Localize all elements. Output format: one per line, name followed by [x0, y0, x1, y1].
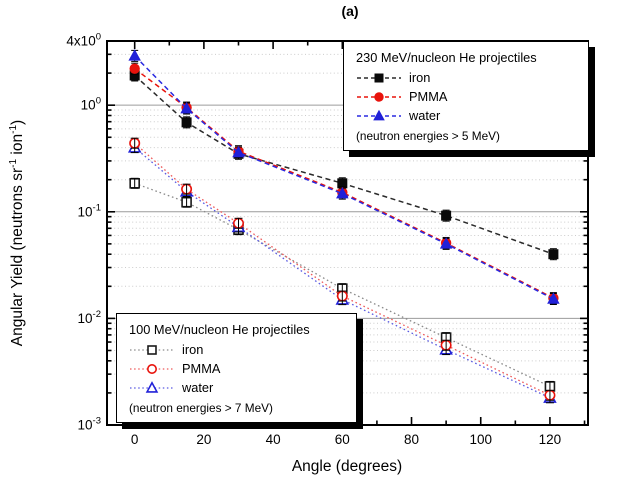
legend-100-note: (neutron energies > 7 MeV): [129, 401, 273, 415]
legend-100-entries: iron PMMA water: [129, 340, 348, 397]
legend-entry-label: iron: [182, 342, 204, 357]
svg-text:100: 100: [81, 96, 101, 113]
legend-230-entries: iron PMMA water: [356, 68, 580, 125]
legend-230mev: 230 MeV/nucleon He projectiles iron PMMA w…: [343, 41, 589, 151]
tick-labels: 0 20 40 60 80 100 120 4x100 100 10-1 10-2 10-3: [66, 32, 561, 448]
y-axis-title: Angular Yield (neutrons sr-1 ion-1): [8, 119, 27, 347]
iron-filled-square-icon: [357, 73, 401, 82]
legend-entry-pmma-230: PMMA: [356, 87, 580, 106]
legend-100mev: 100 MeV/nucleon He projectiles iron PMMA w…: [116, 313, 357, 423]
svg-text:40: 40: [266, 432, 281, 447]
legend-230-title: 230 MeV/nucleon He projectiles: [356, 50, 537, 65]
legend-entry-iron-100: iron: [129, 340, 348, 359]
pmma-open-circle-icon: [130, 363, 174, 374]
svg-text:10-2: 10-2: [78, 309, 101, 326]
svg-text:10-3: 10-3: [78, 416, 101, 433]
svg-text:4x100: 4x100: [66, 32, 101, 49]
svg-text:100: 100: [469, 432, 492, 447]
legend-entry-water-230: water: [356, 106, 580, 125]
legend-entry-iron-230: iron: [356, 68, 580, 87]
legend-230-note: (neutron energies > 5 MeV): [356, 129, 500, 143]
legend-entry-label: water: [182, 380, 214, 395]
x-axis-title: Angle (degrees): [291, 458, 403, 475]
series-filled-triangle: [128, 49, 560, 306]
svg-text:10-1: 10-1: [78, 202, 101, 219]
legend-entry-label: water: [409, 108, 441, 123]
svg-text:60: 60: [335, 432, 350, 447]
water-filled-triangle-icon: [357, 109, 401, 120]
legend-entry-label: iron: [409, 70, 431, 85]
svg-text:0: 0: [131, 432, 139, 447]
series-open-circle: [129, 137, 556, 401]
legend-entry-water-100: water: [129, 378, 348, 397]
iron-open-square-icon: [130, 344, 174, 355]
legend-entry-label: PMMA: [182, 361, 221, 376]
legend-entry-label: PMMA: [409, 89, 448, 104]
data-series: [127, 49, 560, 404]
figure-label: (a): [341, 3, 359, 19]
svg-text:120: 120: [539, 432, 562, 447]
svg-text:20: 20: [196, 432, 211, 447]
svg-text:80: 80: [404, 432, 419, 447]
pmma-filled-circle-icon: [357, 91, 401, 102]
water-open-triangle-icon: [130, 380, 174, 393]
legend-100-title: 100 MeV/nucleon He projectiles: [129, 322, 310, 337]
legend-entry-pmma-100: PMMA: [129, 359, 348, 378]
